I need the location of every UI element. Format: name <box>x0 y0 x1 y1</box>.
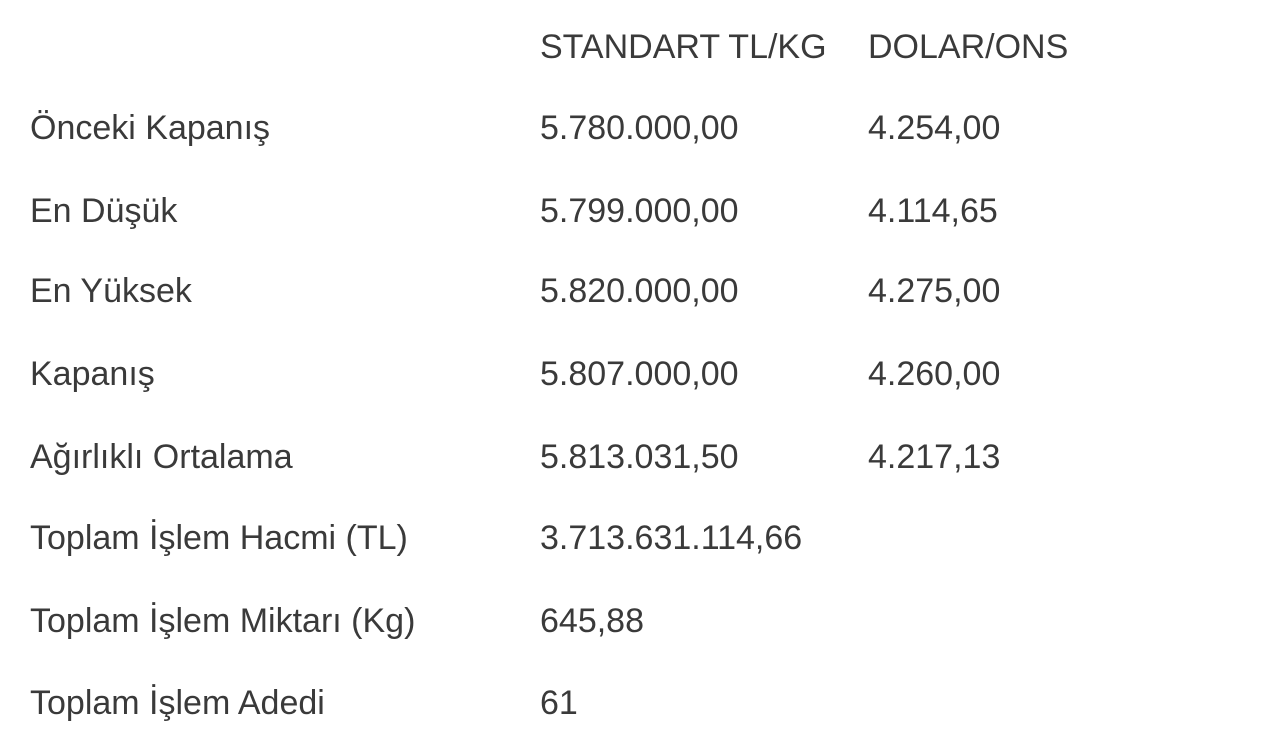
value-dolar-ons: 4.114,65 <box>868 192 998 230</box>
value-dolar-ons: 4.254,00 <box>868 109 1001 147</box>
value-tl-kg: 61 <box>540 684 578 722</box>
value-tl-kg: 3.713.631.114,66 <box>540 519 803 557</box>
row-label: Ağırlıklı Ortalama <box>30 438 293 476</box>
value-dolar-ons: 4.217,13 <box>868 438 1001 476</box>
row-label: Kapanış <box>30 355 155 393</box>
value-dolar-ons: 4.275,00 <box>868 272 1001 310</box>
value-tl-kg: 5.799.000,00 <box>540 192 739 230</box>
row-label: Toplam İşlem Miktarı (Kg) <box>30 602 416 640</box>
row-label: En Yüksek <box>30 272 192 310</box>
value-tl-kg: 5.780.000,00 <box>540 109 739 147</box>
value-tl-kg: 645,88 <box>540 602 644 640</box>
value-tl-kg: 5.820.000,00 <box>540 272 739 310</box>
row-label: Önceki Kapanış <box>30 109 271 147</box>
value-tl-kg: 5.807.000,00 <box>540 355 739 393</box>
value-dolar-ons: 4.260,00 <box>868 355 1001 393</box>
value-tl-kg: 5.813.031,50 <box>540 438 739 476</box>
header-dolar-ons: DOLAR/ONS <box>868 28 1069 66</box>
row-label: Toplam İşlem Adedi <box>30 684 325 722</box>
row-label: En Düşük <box>30 192 178 230</box>
header-standart-tl-kg: STANDART TL/KG <box>540 28 827 66</box>
row-label: Toplam İşlem Hacmi (TL) <box>30 519 408 557</box>
